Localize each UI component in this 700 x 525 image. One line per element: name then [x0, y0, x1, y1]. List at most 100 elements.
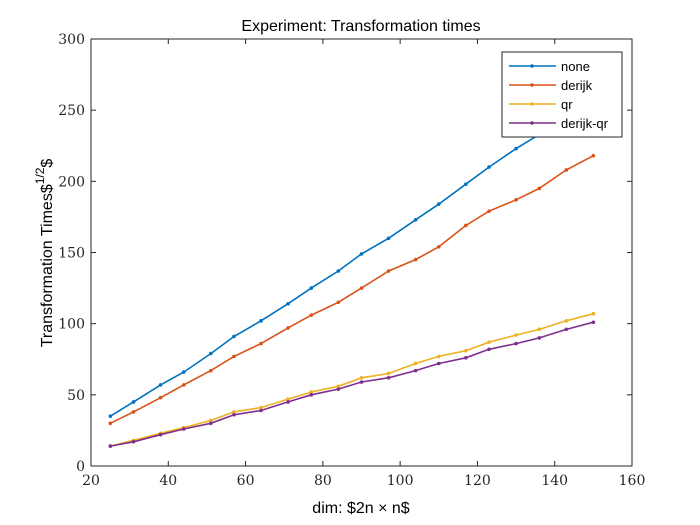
data-point-qr [591, 311, 596, 316]
data-point-derijk-qr [537, 336, 542, 340]
data-point-qr [386, 371, 391, 376]
ticks-layer: 20 40 60 80 100 120 140 160 0 50 100 150 200 250 300 [58, 32, 645, 489]
x-tick-label: 40 [159, 473, 177, 489]
data-point-none [232, 334, 236, 339]
data-point-derijk [564, 168, 569, 172]
data-point-none [259, 319, 263, 323]
data-point-none [359, 252, 364, 256]
data-point-derijk [131, 410, 136, 414]
data-point-derijk [181, 383, 186, 387]
data-point-qr [564, 319, 569, 323]
data-point-none [158, 383, 163, 387]
data-point-derijk [537, 186, 542, 191]
data-point-qr [413, 361, 418, 366]
y-axis-label-superscript: 1/2 [33, 167, 47, 184]
data-point-derijk [487, 209, 491, 214]
data-point-derijk [286, 326, 290, 330]
data-point-none [514, 146, 518, 151]
data-point-qr [436, 354, 441, 359]
y-tick-label: 50 [67, 388, 85, 404]
data-point-none [286, 301, 290, 306]
y-tick-label: 100 [58, 317, 85, 333]
data-point-derijk-qr [232, 412, 236, 417]
series-line-derijk [109, 154, 594, 425]
data-point-derijk-qr [436, 361, 441, 366]
data-point-qr [259, 405, 263, 410]
data-point-derijk-qr [413, 368, 418, 373]
y-axis-label: Transformation Times$1/2$ [33, 159, 56, 348]
y-tick-label: 0 [76, 459, 85, 475]
data-point-none [487, 165, 491, 169]
data-point-none [464, 182, 468, 186]
series-line-none [109, 103, 594, 417]
data-point-derijk-qr [259, 408, 263, 413]
legend-label-derijk: derijk [561, 78, 593, 93]
data-point-derijk [386, 269, 391, 273]
data-point-qr [286, 397, 290, 401]
data-point-derijk [591, 153, 596, 158]
legend-label-qr: qr [561, 97, 573, 112]
x-tick-label: 60 [237, 473, 255, 489]
data-point-none [336, 269, 341, 273]
x-tick-label: 100 [387, 473, 414, 489]
data-point-derijk [309, 313, 314, 317]
plot-frame [90, 38, 633, 467]
legend-label-none: none [561, 59, 590, 74]
data-point-qr [514, 333, 518, 337]
data-point-qr [537, 327, 542, 332]
x-tick-label: 140 [541, 473, 568, 489]
legend-marker-none [530, 64, 534, 68]
data-point-derijk-qr [158, 432, 163, 437]
data-point-derijk-qr [108, 444, 113, 448]
series-line-qr [110, 312, 594, 447]
x-tick-label: 120 [464, 473, 491, 489]
data-point-derijk-qr [386, 375, 391, 380]
legend-label-derijk-qr: derijk-qr [561, 116, 609, 131]
data-point-qr [232, 410, 236, 414]
data-point-qr [487, 340, 491, 344]
x-axis-label: dim: $2n × n$ [312, 500, 410, 517]
data-point-none [131, 400, 136, 404]
legend-marker-qr [530, 102, 534, 106]
y-tick-label: 250 [58, 103, 85, 119]
legend-marker-derijk [530, 83, 534, 87]
x-tick-label: 160 [619, 473, 646, 489]
data-point-derijk-qr [564, 327, 569, 332]
data-point-derijk [336, 300, 341, 305]
data-point-derijk [514, 198, 518, 202]
data-point-qr [208, 418, 213, 423]
data-point-derijk [232, 354, 236, 359]
data-point-qr [464, 348, 468, 353]
data-point-none [108, 414, 113, 418]
data-point-qr [309, 390, 314, 394]
data-point-qr [336, 384, 341, 389]
data-point-derijk [108, 421, 113, 426]
data-point-none [413, 217, 418, 222]
chart-title: Experiment: Transformation times [241, 18, 480, 35]
data-point-derijk [413, 257, 418, 262]
data-point-derijk [208, 368, 213, 373]
data-point-derijk-qr [181, 427, 186, 431]
data-point-none [436, 202, 441, 206]
data-point-derijk [158, 395, 163, 400]
legend-marker-derijk-qr [530, 121, 534, 125]
x-tick-label: 20 [82, 473, 100, 489]
data-point-none [208, 351, 213, 356]
y-tick-label: 200 [58, 174, 85, 190]
legend: none derijk qr derijk-qr [501, 51, 623, 138]
y-axis-label-tail: $ [39, 159, 56, 168]
data-point-derijk-qr [591, 320, 596, 325]
data-point-derijk [259, 341, 263, 346]
data-point-none [181, 370, 186, 374]
data-point-derijk-qr [286, 400, 290, 404]
series-line-derijk-qr [110, 321, 594, 447]
data-point-derijk [359, 286, 364, 290]
y-tick-label: 300 [58, 32, 85, 48]
y-tick-label: 150 [58, 246, 85, 262]
data-point-derijk-qr [131, 440, 136, 444]
data-point-derijk-qr [208, 421, 213, 426]
data-point-derijk-qr [309, 393, 314, 397]
data-point-derijk [464, 223, 468, 228]
y-axis-label-main: Transformation Times$ [39, 184, 56, 347]
